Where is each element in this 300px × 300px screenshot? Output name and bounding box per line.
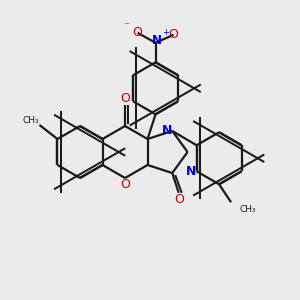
Text: CH₃: CH₃ (239, 205, 256, 214)
Text: CH₃: CH₃ (23, 116, 40, 125)
Text: N: N (152, 34, 161, 47)
Text: O: O (169, 28, 178, 41)
Text: N: N (186, 165, 197, 178)
Text: N: N (162, 124, 172, 137)
Text: O: O (120, 178, 130, 191)
Text: +: + (162, 28, 169, 37)
Text: O: O (120, 92, 130, 105)
Text: O: O (133, 26, 142, 39)
Text: ⁻: ⁻ (124, 21, 130, 31)
Text: O: O (174, 193, 184, 206)
